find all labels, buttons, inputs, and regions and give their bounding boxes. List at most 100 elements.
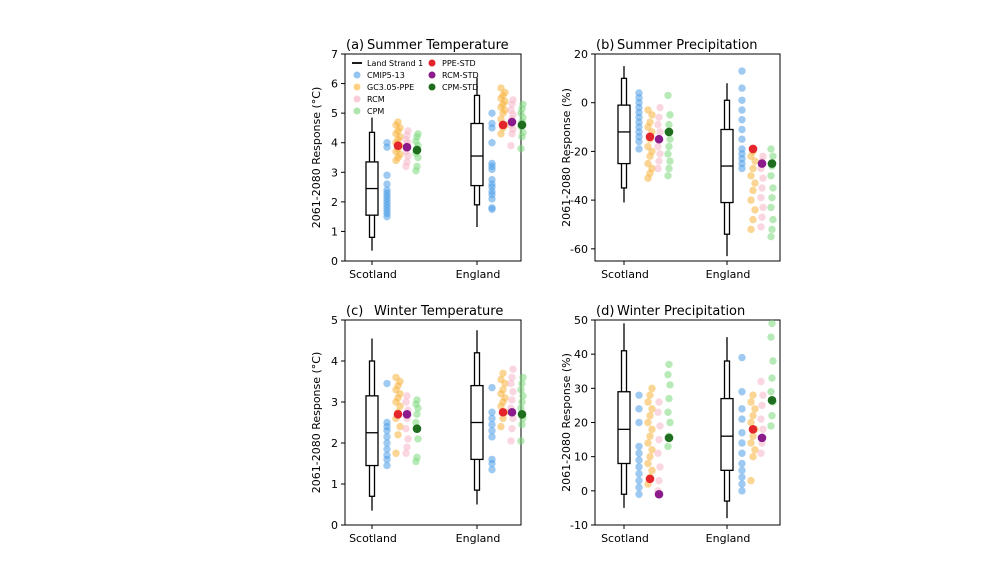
legend-swatch-ppe <box>353 83 361 91</box>
rcm-point <box>508 396 516 404</box>
cmip-point <box>635 470 643 478</box>
ppe-std-point <box>748 144 758 154</box>
ppe-point <box>648 111 656 119</box>
rcm-std-point <box>757 159 767 168</box>
y-tick-label: 4 <box>331 355 338 368</box>
cmip-point <box>738 487 746 495</box>
rcm-point <box>507 106 515 114</box>
panel-label: (d) <box>596 304 614 319</box>
cpm-point <box>518 398 526 406</box>
rcm-point <box>655 157 663 165</box>
ppe-std-point <box>498 120 508 130</box>
rcm-point <box>403 443 411 451</box>
panel-label: (a) <box>346 38 364 53</box>
rcm-point <box>509 414 517 423</box>
rcm-point <box>508 424 516 433</box>
rcm-point <box>758 184 766 192</box>
rcm-point <box>759 174 767 182</box>
cmip-point <box>738 353 746 362</box>
cpm-point <box>769 184 777 192</box>
cpm-point <box>768 374 776 382</box>
rcm-point <box>654 120 662 129</box>
y-tick-label: 40 <box>574 348 588 361</box>
cpm-std-point <box>412 145 422 155</box>
y-tick-label: 10 <box>574 451 588 464</box>
x-tick-label-scotland: Scotland <box>601 268 649 281</box>
cmip-point <box>635 463 643 471</box>
rcm-std-point <box>654 134 664 144</box>
legend-label-land-strand: Land Strand 1 <box>367 59 423 68</box>
y-tick-label: 0 <box>581 97 588 110</box>
ppe-point <box>644 439 652 447</box>
cpm-point <box>414 130 422 138</box>
ppe-std-point <box>393 410 403 419</box>
cmip-point <box>635 490 643 498</box>
ppe-point <box>648 425 656 434</box>
cmip-point <box>635 449 643 457</box>
panel-winter-temperature: (c) Winter Temperature 2061-2080 Respons… <box>310 304 527 545</box>
cmip-point <box>383 451 391 459</box>
cpm-point <box>666 135 674 143</box>
cmip-point <box>738 429 746 437</box>
cmip-point <box>488 383 496 392</box>
rcm-std-point <box>402 142 412 152</box>
rcm-point <box>758 401 766 410</box>
cpm-point <box>413 453 421 462</box>
cpm-std-point <box>517 120 527 130</box>
cmip-point <box>488 139 496 147</box>
cpm-point <box>666 111 674 119</box>
ppe-point <box>392 449 400 457</box>
legend-swatch-cpm <box>353 107 361 115</box>
cpm-point <box>768 411 776 420</box>
ppe-point <box>749 186 757 195</box>
ppe-point <box>749 452 757 461</box>
cmip-point <box>738 67 746 75</box>
legend-swatch-cpm-std <box>428 83 436 91</box>
cpm-point <box>666 418 674 427</box>
cpm-point <box>519 392 527 400</box>
rcm-point <box>654 408 662 416</box>
panel-summer-precipitation: (b) Summer Precipitation 2061-2080 Respo… <box>560 38 781 281</box>
cmip-point <box>383 180 391 188</box>
y-tick-label: 1 <box>331 225 338 238</box>
ppe-point <box>499 414 507 423</box>
ppe-point <box>646 391 654 399</box>
rcm-point <box>757 449 765 457</box>
cmip-point <box>488 175 496 184</box>
y-tick-label: 20 <box>574 417 588 430</box>
rcm-point <box>757 223 765 231</box>
plot-frame <box>594 53 781 262</box>
ppe-point <box>394 431 402 439</box>
rcm-point <box>654 164 662 173</box>
cpm-point <box>664 172 672 180</box>
x-tick-label-scotland: Scotland <box>349 268 397 281</box>
ppe-point <box>749 215 757 224</box>
cmip-point <box>738 125 746 134</box>
cpm-point <box>517 144 525 153</box>
y-axis-label: 2061-2080 Response (°C) <box>310 87 323 229</box>
rcm-point <box>655 435 663 444</box>
cpm-point <box>518 420 526 429</box>
y-tick-label: 30 <box>574 382 588 395</box>
y-tick-label: 50 <box>574 314 588 327</box>
cpm-point <box>664 442 672 451</box>
y-tick-label: -60 <box>570 243 588 256</box>
y-tick-label: 3 <box>331 166 338 179</box>
cpm-point <box>665 164 673 173</box>
legend-label-cpm: CPM <box>367 107 384 116</box>
rcm-point <box>654 142 662 151</box>
cmip-point <box>738 106 746 114</box>
cmip-point <box>635 456 643 464</box>
legend-label-cmip: CMIP5-13 <box>367 71 405 80</box>
ppe-point <box>646 452 654 461</box>
ppe-point <box>499 386 507 394</box>
land-strand-box <box>720 397 734 471</box>
cmip-point <box>488 455 496 464</box>
panel-title: Winter Precipitation <box>617 304 745 319</box>
x-tick-label-scotland: Scotland <box>601 532 649 545</box>
ppe-point <box>648 446 656 454</box>
rcm-std-point <box>507 117 517 127</box>
ppe-point <box>747 418 755 427</box>
legend-swatch-cmip <box>353 71 361 79</box>
